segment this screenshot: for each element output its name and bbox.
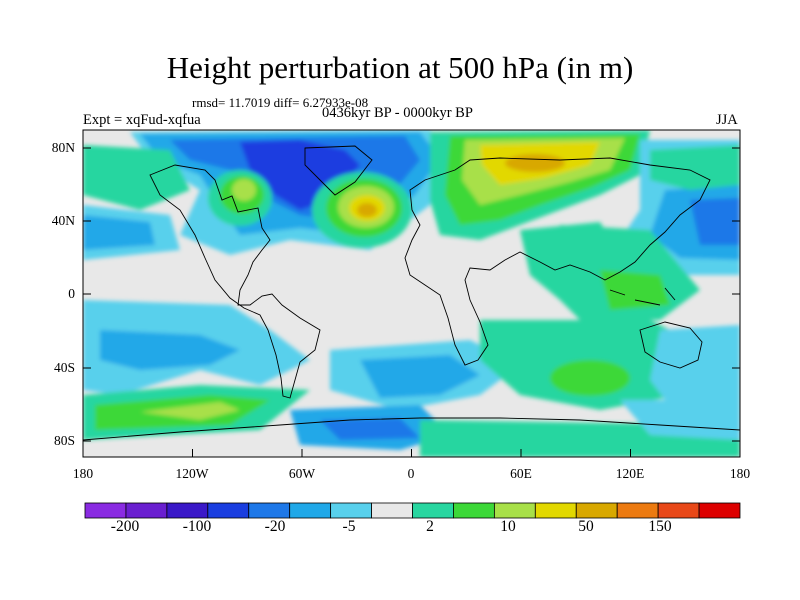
contour-blue-antarctic-mid xyxy=(320,418,420,440)
contour-yellow-hudson xyxy=(232,179,256,201)
colorbar-swatch-14 xyxy=(657,502,700,519)
colorbar-swatch-4 xyxy=(248,502,291,519)
lat-label-40N: 40N xyxy=(51,213,75,228)
colorbar-label-minus-100: -100 xyxy=(182,518,212,535)
contour-midblue-westpacific xyxy=(83,215,155,250)
coast-eurasia-africa xyxy=(404,157,711,366)
contour-blue-nepacific xyxy=(690,198,740,245)
period-label: 0436kyr BP - 0000kyr BP xyxy=(322,105,473,121)
colorbar-swatch-6 xyxy=(330,502,372,519)
colorbar-swatch-13 xyxy=(616,502,659,519)
lon-label-120W: 120W xyxy=(175,466,209,481)
colorbar xyxy=(84,502,741,519)
contour-cyan-southern-far-east xyxy=(650,325,740,420)
lon-label-120E: 120E xyxy=(615,466,645,481)
lon-label-0: 0 xyxy=(407,466,415,481)
contour-green-tropical-indian-inner xyxy=(600,270,670,310)
colorbar-label-minus-20: -20 xyxy=(264,518,286,535)
colorbar-label-50: 50 xyxy=(578,518,594,535)
experiment-label: Expt = xqFud-xqfua xyxy=(83,112,201,128)
contour-midblue-southern-west xyxy=(100,330,240,370)
coast-antarctica xyxy=(83,417,740,441)
colorbar-label-2: 2 xyxy=(426,518,434,535)
lon-label-180-west: 180 xyxy=(72,466,94,481)
colorbar-label-150: 150 xyxy=(648,518,672,535)
contour-lime-southern-east xyxy=(550,360,630,396)
colorbar-swatch-7 xyxy=(371,502,413,519)
contour-teal-farnorth-east xyxy=(650,145,740,190)
season-label: JJA xyxy=(716,112,738,128)
coast-greenland xyxy=(304,145,373,196)
colorbar-swatch-10 xyxy=(493,502,536,519)
lon-label-60W: 60W xyxy=(288,466,316,481)
lat-label-0: 0 xyxy=(68,286,75,301)
contour-teal-westpacific-north xyxy=(83,145,190,210)
colorbar-label-minus-200: -200 xyxy=(110,518,140,535)
colorbar-swatch-1 xyxy=(125,502,168,519)
colorbar-swatch-8 xyxy=(412,502,454,519)
contour-midblue-southern-mid xyxy=(360,355,480,398)
lat-label-40S: 40S xyxy=(53,360,75,375)
coastlines xyxy=(83,145,740,441)
colorbar-swatch-11 xyxy=(534,502,577,519)
colorbar-swatch-9 xyxy=(453,502,495,519)
lat-label-80S: 80S xyxy=(53,433,75,448)
height-perturbation-field xyxy=(83,130,740,457)
colorbar-swatch-3 xyxy=(207,502,250,519)
contour-yellow-antarctic-west xyxy=(140,402,240,420)
contour-cyan-antarctic-far-east xyxy=(620,400,740,440)
contour-orange-atlantic xyxy=(357,203,377,217)
colorbar-swatch-0 xyxy=(84,502,127,519)
colorbar-swatch-5 xyxy=(289,502,332,519)
lon-label-180-east: 180 xyxy=(729,466,751,481)
coast-se-asia-islands xyxy=(609,287,676,306)
rmsd-diff-stats: rmsd= 11.7019 diff= 6.27933e-08 xyxy=(192,95,369,110)
coast-north-america xyxy=(149,164,321,399)
colorbar-label-minus-5: -5 xyxy=(342,518,356,535)
colorbar-label-10: 10 xyxy=(500,518,516,535)
contour-orange-eurasia xyxy=(505,154,565,172)
colorbar-swatch-12 xyxy=(575,502,618,519)
colorbar-swatch-2 xyxy=(166,502,209,519)
longitude-ticks xyxy=(82,449,741,457)
lat-label-80N: 80N xyxy=(51,140,75,155)
lon-label-60E: 60E xyxy=(510,466,532,481)
latitude-ticks xyxy=(83,147,740,442)
map-title: Height perturbation at 500 hPa (in m) xyxy=(166,50,634,85)
colorbar-swatch-15 xyxy=(698,502,741,519)
coast-australia xyxy=(639,321,703,369)
